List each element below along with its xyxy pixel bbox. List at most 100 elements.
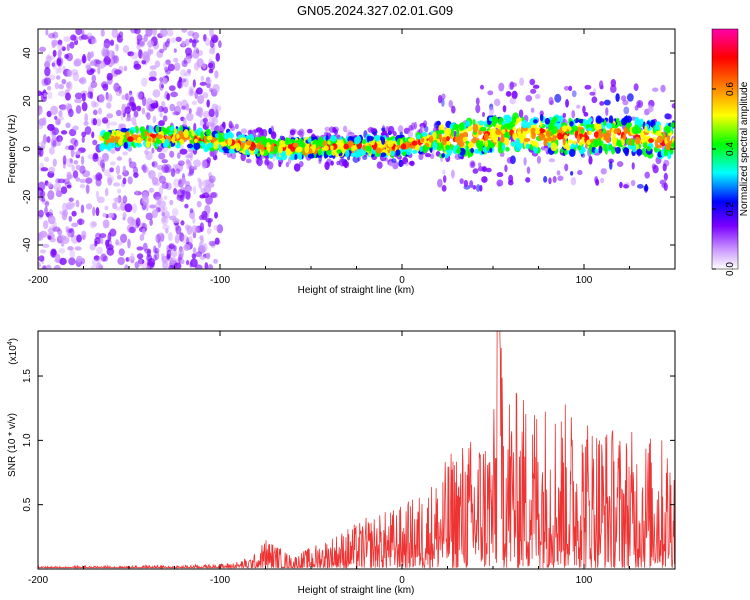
heatmap-cell [70,148,75,158]
heatmap-cell [148,76,157,82]
heatmap-cell [51,39,59,47]
heatmap-cell [633,83,639,92]
heatmap-cell [39,230,48,238]
heatmap-cell [75,164,81,171]
heatmap-cell [428,136,434,143]
heatmap-cell [616,161,624,167]
heatmap-cell [89,68,96,73]
heatmap-cell [69,41,75,49]
heatmap-cell [155,139,163,144]
heatmap-cell [170,37,176,44]
heatmap-cell [481,176,488,183]
heatmap-cell [381,136,386,145]
heatmap-cell [112,202,118,210]
heatmap-cell [60,130,68,135]
heatmap-cell [546,136,553,142]
heatmap-cell [613,138,617,148]
heatmap-cell [203,34,207,42]
heatmap-cell [210,191,218,199]
heatmap-cell [441,98,445,107]
heatmap-cell [70,68,79,76]
heatmap-cell [151,209,158,219]
heatmap-cell [174,105,182,116]
heatmap-cell [145,29,153,37]
heatmap-cell [470,147,475,154]
top-x-tick-label: 100 [576,275,593,286]
heatmap-cell [432,131,437,140]
heatmap-cell [465,120,471,127]
heatmap-cell [185,158,190,165]
heatmap-cell [189,208,194,214]
heatmap-cell [531,131,536,140]
heatmap-cell [168,232,173,242]
heatmap-cell [289,153,296,161]
heatmap-cell [137,256,143,267]
heatmap-cell [605,107,609,116]
heatmap-cell [127,51,135,57]
heatmap-cell [120,127,128,133]
heatmap-cell [199,81,207,86]
heatmap-cell [206,135,213,141]
heatmap-cell [44,201,50,207]
heatmap-cell [529,118,535,126]
heatmap-cell [116,35,124,43]
heatmap-cell [381,127,386,132]
heatmap-cell [72,125,79,131]
heatmap-cell [184,180,191,187]
heatmap-cell [178,248,185,258]
heatmap-cell [195,251,203,258]
heatmap-cell [598,80,604,90]
heatmap-cell [560,148,564,154]
heatmap-cell [54,115,58,120]
heatmap-cell [109,39,115,46]
heatmap-cell [594,176,599,184]
heatmap-cell [166,93,171,101]
heatmap-cell [390,150,395,157]
heatmap-cell [437,178,443,188]
heatmap-cell [113,82,120,92]
heatmap-cell [117,256,125,266]
heatmap-cell [438,129,445,134]
heatmap-cell [245,149,250,155]
heatmap-cell [472,168,479,174]
heatmap-cell [81,101,88,112]
heatmap-cell [188,86,195,94]
heatmap-cell [642,141,648,149]
heatmap-cell [57,63,62,74]
heatmap-cell [293,163,301,172]
heatmap-cell [630,179,636,187]
heatmap-cell [184,38,190,46]
heatmap-cell [58,116,65,121]
heatmap-cell [533,119,538,124]
heatmap-cell [511,116,517,124]
heatmap-cell [92,118,98,126]
heatmap-cell [79,76,87,85]
heatmap-cell [525,177,531,183]
heatmap-cell [650,121,654,127]
heatmap-cell [228,148,236,154]
heatmap-cell [562,137,566,146]
heatmap-cell [488,117,493,122]
heatmap-cell [58,234,67,242]
heatmap-cell [97,107,103,115]
heatmap-cell [412,149,418,154]
heatmap-cell [458,141,465,148]
heatmap-cell [128,161,137,169]
heatmap-cell [595,123,603,129]
heatmap-cell [168,264,175,269]
heatmap-cell [120,111,124,121]
heatmap-cell [459,178,464,184]
heatmap-cell [133,172,139,178]
heatmap-cell [205,37,210,47]
heatmap-cell [131,104,137,112]
heatmap-cell [163,195,168,200]
heatmap-cell [158,175,167,184]
heatmap-cell [38,90,42,97]
heatmap-cell [133,110,139,118]
heatmap-cell [58,110,63,118]
heatmap-cell [318,159,322,165]
heatmap-cell [456,128,460,138]
heatmap-cell [235,142,241,152]
heatmap-cell [131,116,137,126]
heatmap-cell [571,90,577,98]
